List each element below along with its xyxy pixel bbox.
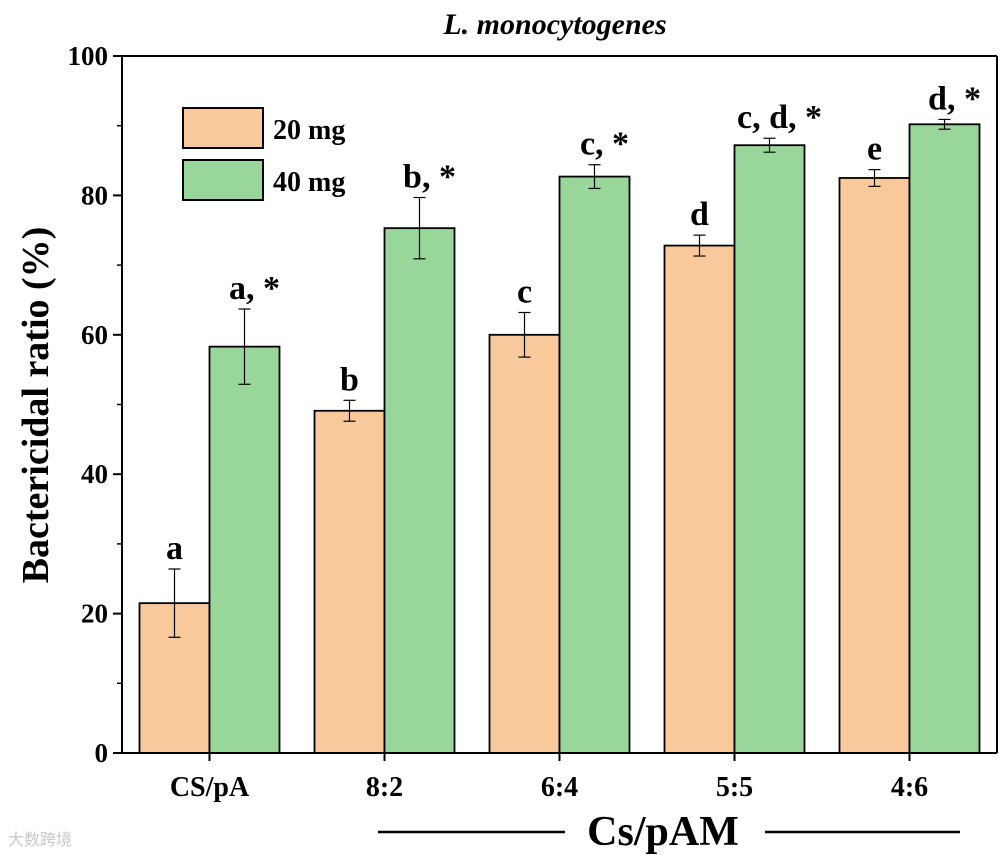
legend: 20 mg 40 mg	[182, 107, 345, 201]
significance-label-20mg-0: a	[166, 530, 183, 567]
significance-label-40mg-4: d, *	[928, 80, 981, 117]
legend-swatch-20mg	[182, 107, 264, 149]
bar-20mg-1	[313, 409, 386, 754]
bar-20mg-2	[488, 333, 561, 754]
bar-20mg-4	[838, 177, 911, 754]
bar-40mg-0	[208, 345, 281, 754]
x-tick-label-1: 8:2	[366, 772, 403, 803]
bar-40mg-2	[558, 175, 631, 754]
y-tick-label-0: 0	[95, 738, 109, 768]
bar-20mg-3	[663, 244, 736, 754]
y-axis-label: Bactericidal ratio (%)	[15, 227, 57, 584]
chart-title: L. monocytogenes	[442, 8, 666, 41]
x-tick-label-0: CS/pA	[170, 772, 250, 803]
legend-label-20mg: 20 mg	[273, 115, 345, 146]
y-tick-label-5: 100	[68, 41, 109, 71]
bar-40mg-3	[733, 144, 806, 754]
y-tick-label-4: 80	[81, 180, 108, 210]
bar-40mg-4	[908, 123, 981, 754]
legend-label-40mg: 40 mg	[273, 167, 345, 198]
y-tick-label-2: 40	[81, 459, 108, 489]
significance-label-40mg-2: c, *	[580, 126, 629, 163]
watermark: 大数跨境	[8, 830, 73, 849]
y-tick-label-3: 60	[81, 320, 108, 350]
bar-40mg-1	[383, 227, 456, 754]
significance-label-20mg-4: e	[867, 131, 882, 168]
significance-label-20mg-2: c	[517, 273, 532, 310]
significance-label-40mg-1: b, *	[403, 158, 456, 195]
significance-label-20mg-3: d	[690, 196, 709, 233]
plot-area: a a, * CS/pA b b, * 8:2 c c, * 6:4 d c, d, * 5:5 e d,…	[68, 41, 998, 803]
significance-label-40mg-3: c, d, *	[737, 99, 822, 136]
legend-swatch-40mg	[182, 159, 264, 201]
x-axis-label: Cs/pAM	[587, 809, 739, 855]
significance-label-20mg-1: b	[340, 361, 359, 398]
x-tick-label-4: 4:6	[891, 772, 928, 803]
x-tick-label-2: 6:4	[541, 772, 578, 803]
y-tick-label-1: 20	[81, 599, 108, 629]
x-tick-label-3: 5:5	[716, 772, 753, 803]
significance-label-40mg-0: a, *	[229, 270, 280, 307]
x-group-label: Cs/pAM	[378, 809, 960, 855]
